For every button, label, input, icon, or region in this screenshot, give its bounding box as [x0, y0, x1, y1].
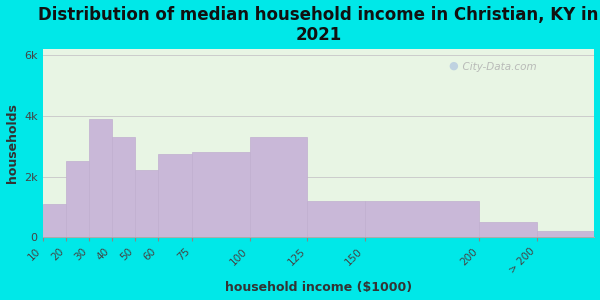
- Bar: [43, 204, 65, 237]
- Text: ●: ●: [448, 61, 458, 71]
- Bar: [158, 154, 192, 237]
- Bar: [250, 137, 307, 237]
- X-axis label: household income ($1000): household income ($1000): [225, 281, 412, 294]
- Bar: [479, 222, 537, 237]
- Title: Distribution of median household income in Christian, KY in
2021: Distribution of median household income …: [38, 6, 599, 44]
- Bar: [89, 119, 112, 237]
- Bar: [134, 170, 158, 237]
- Text: City-Data.com: City-Data.com: [457, 62, 537, 72]
- Bar: [307, 201, 365, 237]
- Bar: [112, 137, 134, 237]
- Bar: [537, 231, 595, 237]
- Bar: [192, 152, 250, 237]
- Bar: [365, 201, 479, 237]
- Bar: [65, 161, 89, 237]
- Y-axis label: households: households: [5, 103, 19, 183]
